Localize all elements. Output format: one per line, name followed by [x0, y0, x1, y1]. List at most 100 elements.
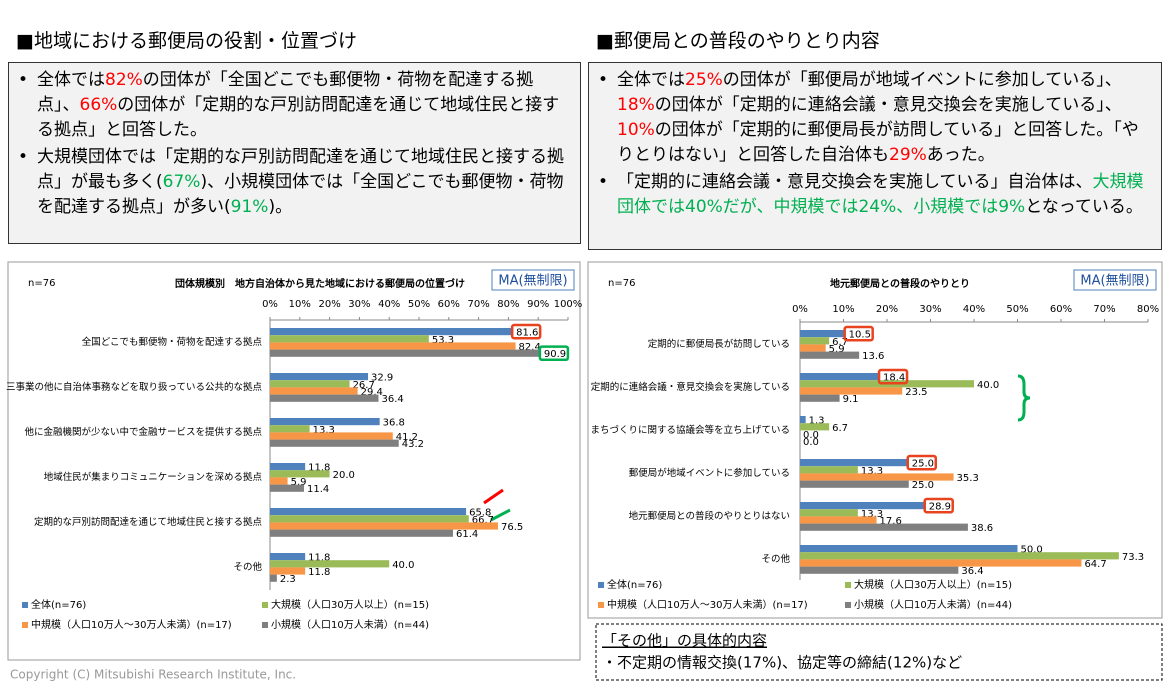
x-tick-label: 60%	[438, 299, 460, 310]
bar	[800, 351, 860, 359]
bar	[800, 559, 1082, 567]
value-label: 0.0	[803, 437, 819, 448]
value-label: 11.8	[308, 463, 330, 474]
legend-swatch	[22, 622, 28, 628]
value-label: 36.8	[383, 418, 405, 429]
highlight	[923, 497, 954, 514]
bar	[270, 328, 514, 336]
bar	[270, 522, 498, 530]
value-label: 32.9	[371, 373, 393, 384]
n-label: n=76	[28, 278, 55, 289]
legend-label: 中規模（人口10万人～30万人未満）(n=17)	[31, 618, 232, 631]
category-label: 地域住民が集まりコミュニケーションを深める拠点	[44, 471, 263, 483]
bar	[800, 516, 877, 524]
legend-swatch	[262, 602, 268, 608]
arrow	[490, 508, 511, 522]
bar	[270, 418, 380, 426]
x-tick-label: 100%	[554, 299, 583, 310]
value-label: 18.4	[883, 373, 905, 384]
bar	[270, 425, 310, 433]
bar	[270, 432, 393, 440]
value-label: 40.0	[392, 560, 414, 571]
bar	[270, 342, 516, 350]
legend-swatch	[598, 582, 604, 588]
value-label: 0.0	[803, 430, 819, 441]
arrow	[483, 488, 504, 505]
bar	[270, 394, 379, 402]
bar	[270, 560, 390, 568]
bar	[800, 459, 909, 467]
bar	[800, 423, 830, 431]
value-label: 11.8	[308, 553, 330, 564]
value-label: 28.9	[929, 502, 951, 513]
text: の団体が「郵便局が地域イベントに参加している」、	[722, 70, 1122, 90]
legend-label: 大規模（人口30万人以上）(n=15)	[271, 598, 429, 611]
category-label: 他に金融機関が少ない中で金融サービスを提供する拠点	[24, 426, 262, 438]
bar	[800, 416, 806, 424]
bar	[800, 373, 881, 381]
bar	[800, 330, 846, 338]
category-label: 郵便局が地域イベントに参加している	[629, 467, 790, 479]
value-label: 43.2	[402, 439, 424, 450]
category-label: 地元郵便局との普段のやりとりはない	[629, 510, 790, 522]
text: 66%	[79, 95, 118, 115]
bar	[270, 335, 429, 343]
value-label: 36.4	[961, 566, 983, 577]
category-label: 三事業の他に自治体事務などを取り扱っている公共的な拠点	[6, 381, 263, 393]
tag: MA(無制限)	[1080, 274, 1149, 289]
value-label: 25.0	[912, 459, 934, 470]
highlight	[843, 325, 874, 342]
value-label: 76.5	[501, 522, 523, 533]
text: の団体が「全国どこでも郵便物・荷物を配達する拠点」、	[37, 70, 534, 115]
bar	[800, 473, 954, 481]
legend-swatch	[262, 622, 268, 628]
text: 大規模団体では40%だが、中規模では24%、小規模では9%	[617, 172, 1144, 217]
x-tick-label: 80%	[497, 299, 519, 310]
bar	[270, 567, 306, 575]
x-tick-label: 10%	[832, 304, 854, 315]
x-tick-label: 30%	[919, 304, 941, 315]
bar	[270, 439, 399, 447]
bar	[800, 387, 903, 395]
bar	[270, 553, 306, 561]
brace	[1017, 374, 1031, 422]
highlight	[906, 454, 937, 471]
value-label: 40.0	[977, 380, 999, 391]
category-label: 定期的な戸別訪問配達を通じて地域住民と接する拠点	[34, 516, 263, 528]
category-label: 定期的に郵便局長が訪問している	[648, 338, 790, 350]
highlight	[877, 368, 909, 385]
value-label: 36.4	[381, 394, 403, 405]
x-tick-label: 50%	[408, 299, 430, 310]
x-tick-label: 60%	[1050, 304, 1072, 315]
bar	[270, 470, 330, 478]
bar	[800, 523, 968, 531]
value-label: 13.6	[862, 351, 884, 362]
value-label: 35.3	[957, 473, 979, 484]
value-label: 13.3	[313, 425, 335, 436]
x-tick-label: 0%	[792, 304, 808, 315]
heading: ■地域における郵便局の役割・位置づけ	[16, 30, 357, 52]
x-tick-label: 40%	[963, 304, 985, 315]
chart-title: 地元郵便局との普段のやりとり	[830, 277, 970, 290]
bullet: 全体では82%の団体が「全国どこでも郵便物・荷物を配達する拠点」、66%の団体が…	[18, 68, 572, 143]
tag: MA(無制限)	[498, 274, 567, 289]
text: )、小規模団体では「全国どこでも郵便物・荷物を配達する拠点」が多い(	[37, 172, 564, 217]
x-tick-label: 30%	[348, 299, 370, 310]
x-tick-label: 80%	[1137, 304, 1159, 315]
note-title: 「その他」の具体的内容	[602, 632, 767, 650]
legend-swatch	[22, 602, 28, 608]
summary-box: 全体では25%の団体が「郵便局が地域イベントに参加している」、18%の団体が「定…	[588, 62, 1162, 250]
bar	[270, 529, 453, 537]
value-label: 64.7	[1084, 559, 1106, 570]
text: の団体が「定期的に連絡会議・意見交換会を実施している」、	[654, 95, 1122, 115]
value-label: 17.6	[880, 516, 902, 527]
text: 「定期的に連絡会議・意見交換会を実施している」自治体は、	[617, 172, 1093, 192]
bar	[270, 463, 306, 471]
x-tick-label: 90%	[527, 299, 549, 310]
text: 25%	[685, 70, 723, 90]
value-label: 65.8	[469, 508, 491, 519]
value-label: 73.3	[1122, 552, 1144, 563]
legend-label: 中規模（人口10万人～30万人未満）(n=17)	[607, 598, 808, 611]
value-label: 23.5	[905, 387, 927, 398]
